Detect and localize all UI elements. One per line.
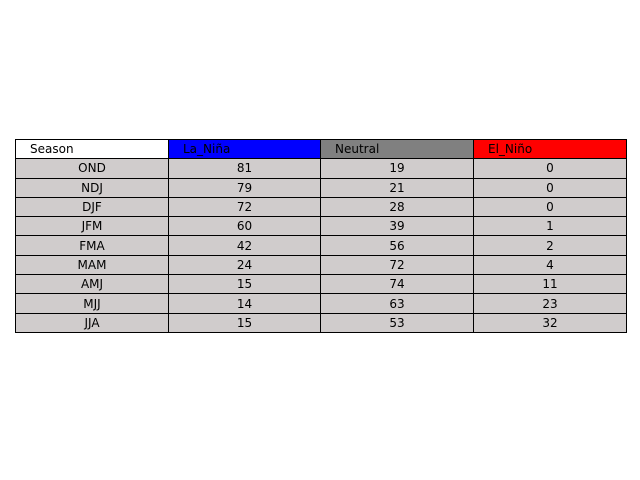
table-cell-la-nina: 15 xyxy=(168,274,321,295)
header-row: Season La_Niña Neutral El_Niño xyxy=(15,138,627,160)
table-cell-neutral: 19 xyxy=(320,158,474,179)
table-body: OND 81 19 0 NDJ 79 21 0 DJF 72 28 0 JFM 60 39 1 FMA 42 56 2… xyxy=(15,158,627,333)
header-cell-la-nina: La_Niña xyxy=(168,138,321,160)
table-cell-el-nino: 0 xyxy=(473,177,627,198)
enso-probability-table: Season La_Niña Neutral El_Niño OND 81 19 0 N… xyxy=(15,138,627,333)
table-cell-neutral: 74 xyxy=(320,274,474,295)
table-cell-neutral: 63 xyxy=(320,293,474,314)
table-cell-season: AMJ xyxy=(15,274,169,295)
table-cell-season: NDJ xyxy=(15,177,169,198)
table-row: OND 81 19 0 xyxy=(15,158,627,179)
table-cell-neutral: 21 xyxy=(320,177,474,198)
table-cell-la-nina: 24 xyxy=(168,254,321,276)
table-cell-season: JFM xyxy=(15,216,169,237)
table-cell-neutral: 56 xyxy=(320,235,474,256)
table-cell-neutral: 28 xyxy=(320,196,474,218)
table-row: JJA 15 53 32 xyxy=(15,312,627,333)
header-cell-neutral: Neutral xyxy=(320,138,474,160)
table-cell-el-nino: 4 xyxy=(473,254,627,276)
table-cell-neutral: 72 xyxy=(320,254,474,276)
table-cell-la-nina: 42 xyxy=(168,235,321,256)
table-cell-el-nino: 1 xyxy=(473,216,627,237)
table-cell-neutral: 39 xyxy=(320,216,474,237)
table-cell-el-nino: 23 xyxy=(473,293,627,314)
table-cell-season: DJF xyxy=(15,196,169,218)
table-cell-el-nino: 2 xyxy=(473,235,627,256)
table-cell-la-nina: 60 xyxy=(168,216,321,237)
table-cell-season: MAM xyxy=(15,254,169,276)
table-row: DJF 72 28 0 xyxy=(15,196,627,218)
table-cell-season: MJJ xyxy=(15,293,169,314)
table-row: MJJ 14 63 23 xyxy=(15,293,627,314)
data-table: Season La_Niña Neutral El_Niño OND 81 19 0 N… xyxy=(15,138,627,333)
table-row: AMJ 15 74 11 xyxy=(15,274,627,295)
header-cell-season: Season xyxy=(15,138,169,160)
table-cell-neutral: 53 xyxy=(320,312,474,333)
table-cell-el-nino: 32 xyxy=(473,312,627,333)
table-row: NDJ 79 21 0 xyxy=(15,177,627,198)
table-row: FMA 42 56 2 xyxy=(15,235,627,256)
table-cell-season: JJA xyxy=(15,312,169,333)
table-row: JFM 60 39 1 xyxy=(15,216,627,237)
table-cell-la-nina: 79 xyxy=(168,177,321,198)
table-row: MAM 24 72 4 xyxy=(15,254,627,276)
table-cell-season: FMA xyxy=(15,235,169,256)
table-cell-la-nina: 81 xyxy=(168,158,321,179)
table-cell-la-nina: 72 xyxy=(168,196,321,218)
header-cell-el-nino: El_Niño xyxy=(473,138,627,160)
table-cell-season: OND xyxy=(15,158,169,179)
table-cell-el-nino: 0 xyxy=(473,158,627,179)
table-cell-la-nina: 14 xyxy=(168,293,321,314)
table-cell-la-nina: 15 xyxy=(168,312,321,333)
table-cell-el-nino: 0 xyxy=(473,196,627,218)
table-cell-el-nino: 11 xyxy=(473,274,627,295)
